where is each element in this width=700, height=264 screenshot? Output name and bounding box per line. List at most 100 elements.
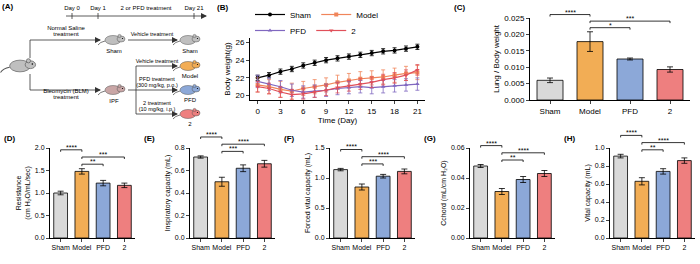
svg-text:****: **** bbox=[206, 131, 217, 138]
svg-text:treatment: treatment bbox=[53, 31, 79, 37]
svg-text:PFD: PFD bbox=[376, 244, 390, 251]
svg-text:**: ** bbox=[650, 144, 656, 151]
svg-text:0.005: 0.005 bbox=[504, 79, 525, 88]
svg-text:PFD: PFD bbox=[290, 27, 306, 36]
svg-text:1.0: 1.0 bbox=[595, 144, 605, 151]
svg-text:PFD: PFD bbox=[656, 244, 670, 251]
svg-text:0.2: 0.2 bbox=[175, 212, 185, 219]
svg-text:Sham: Sham bbox=[191, 244, 209, 251]
svg-text:0.0: 0.0 bbox=[315, 234, 325, 241]
svg-text:PFD: PFD bbox=[622, 107, 638, 116]
svg-text:***: *** bbox=[99, 151, 107, 158]
svg-text:0.6: 0.6 bbox=[175, 167, 185, 174]
svg-text:Sham: Sham bbox=[51, 244, 69, 251]
svg-text:22: 22 bbox=[235, 74, 244, 83]
svg-text:Lung / Body weight: Lung / Body weight bbox=[492, 24, 501, 93]
svg-text:Vehicle treatment: Vehicle treatment bbox=[131, 31, 174, 37]
svg-text:0.000: 0.000 bbox=[504, 96, 525, 105]
svg-text:Day 21: Day 21 bbox=[184, 5, 204, 11]
svg-text:Model: Model bbox=[212, 244, 232, 251]
svg-text:****: **** bbox=[565, 9, 576, 16]
svg-text:Model: Model bbox=[356, 11, 378, 20]
svg-text:0.00: 0.00 bbox=[451, 234, 465, 241]
svg-text:Model: Model bbox=[182, 73, 198, 79]
svg-text:****: **** bbox=[518, 147, 529, 154]
svg-text:(F): (F) bbox=[284, 134, 295, 143]
svg-text:****: **** bbox=[486, 140, 497, 147]
svg-text:PFD: PFD bbox=[184, 97, 197, 103]
svg-text:2: 2 bbox=[668, 107, 673, 116]
svg-text:2: 2 bbox=[351, 27, 356, 36]
svg-text:0.4: 0.4 bbox=[175, 189, 185, 196]
svg-text:***: *** bbox=[626, 15, 634, 22]
svg-text:treatment: treatment bbox=[53, 94, 79, 100]
svg-text:Sham: Sham bbox=[290, 11, 311, 20]
svg-text:Resistance(cm H₂O/mL/sec): Resistance(cm H₂O/mL/sec) bbox=[15, 166, 32, 220]
svg-text:Sham: Sham bbox=[106, 48, 122, 54]
svg-text:(C): (C) bbox=[454, 3, 465, 12]
svg-text:12: 12 bbox=[344, 107, 353, 116]
svg-text:Sham: Sham bbox=[611, 244, 629, 251]
svg-text:**: ** bbox=[510, 154, 516, 161]
svg-text:0.2: 0.2 bbox=[595, 216, 605, 223]
svg-text:2: 2 bbox=[188, 121, 192, 127]
svg-text:Sham: Sham bbox=[182, 48, 198, 54]
svg-text:0.0: 0.0 bbox=[175, 234, 185, 241]
svg-text:****: **** bbox=[238, 138, 249, 145]
svg-text:(300 mg/kg, p.o.): (300 mg/kg, p.o.) bbox=[136, 82, 178, 88]
svg-text:0.4: 0.4 bbox=[595, 198, 605, 205]
svg-text:18: 18 bbox=[390, 107, 399, 116]
svg-text:0: 0 bbox=[255, 107, 260, 116]
svg-text:0.020: 0.020 bbox=[504, 30, 525, 39]
svg-text:0.025: 0.025 bbox=[504, 14, 525, 23]
svg-text:(B): (B) bbox=[217, 3, 228, 12]
svg-text:Day 0: Day 0 bbox=[64, 5, 80, 11]
svg-text:Vehicle treatment: Vehicle treatment bbox=[136, 58, 179, 64]
svg-text:Model: Model bbox=[492, 244, 512, 251]
svg-text:**: ** bbox=[90, 158, 96, 165]
svg-text:Day 1: Day 1 bbox=[90, 5, 106, 11]
svg-text:21: 21 bbox=[413, 107, 422, 116]
svg-text:9: 9 bbox=[324, 107, 329, 116]
svg-text:(A): (A) bbox=[2, 2, 13, 11]
svg-text:****: **** bbox=[66, 144, 77, 151]
svg-text:Model: Model bbox=[579, 107, 601, 116]
svg-text:0.8: 0.8 bbox=[175, 144, 185, 151]
svg-text:2: 2 bbox=[122, 244, 126, 251]
svg-text:1.0: 1.0 bbox=[315, 174, 325, 181]
svg-text:****: **** bbox=[658, 137, 669, 144]
svg-text:0.04: 0.04 bbox=[451, 174, 465, 181]
svg-text:Forced vital capacity (mL): Forced vital capacity (mL) bbox=[304, 153, 312, 233]
svg-text:(10 mg/kg, i.p.): (10 mg/kg, i.p.) bbox=[139, 106, 176, 112]
svg-text:0.5: 0.5 bbox=[35, 212, 45, 219]
svg-text:Model: Model bbox=[632, 244, 652, 251]
svg-text:26: 26 bbox=[235, 38, 244, 47]
svg-text:3: 3 bbox=[278, 107, 283, 116]
svg-text:2: 2 bbox=[682, 244, 686, 251]
svg-text:***: *** bbox=[229, 145, 237, 152]
svg-text:Time (Day): Time (Day) bbox=[318, 116, 358, 125]
svg-text:1.5: 1.5 bbox=[315, 144, 325, 151]
svg-text:Body weight(g): Body weight(g) bbox=[223, 42, 232, 96]
svg-text:0.5: 0.5 bbox=[315, 204, 325, 211]
svg-text:***: *** bbox=[369, 158, 377, 165]
svg-text:(H): (H) bbox=[564, 134, 575, 143]
svg-text:****: **** bbox=[378, 151, 389, 158]
svg-text:2.0: 2.0 bbox=[35, 144, 45, 151]
svg-text:2: 2 bbox=[542, 244, 546, 251]
svg-text:PFD: PFD bbox=[96, 244, 110, 251]
svg-text:Vital capacity (mL): Vital capacity (mL) bbox=[584, 164, 592, 221]
svg-text:2: 2 bbox=[262, 244, 266, 251]
svg-text:0.0: 0.0 bbox=[595, 234, 605, 241]
svg-text:****: **** bbox=[626, 129, 637, 136]
svg-text:Sham: Sham bbox=[331, 244, 349, 251]
svg-text:IPF: IPF bbox=[109, 98, 119, 104]
svg-text:0.015: 0.015 bbox=[504, 47, 525, 56]
svg-text:PFD: PFD bbox=[236, 244, 250, 251]
svg-text:Model: Model bbox=[352, 244, 372, 251]
svg-text:(D): (D) bbox=[4, 134, 15, 143]
svg-text:*: * bbox=[609, 22, 612, 29]
svg-text:Cchord (mL/cm H₂O): Cchord (mL/cm H₂O) bbox=[440, 160, 448, 225]
svg-text:24: 24 bbox=[235, 56, 244, 65]
svg-text:2 or PFD treatment: 2 or PFD treatment bbox=[120, 5, 171, 11]
